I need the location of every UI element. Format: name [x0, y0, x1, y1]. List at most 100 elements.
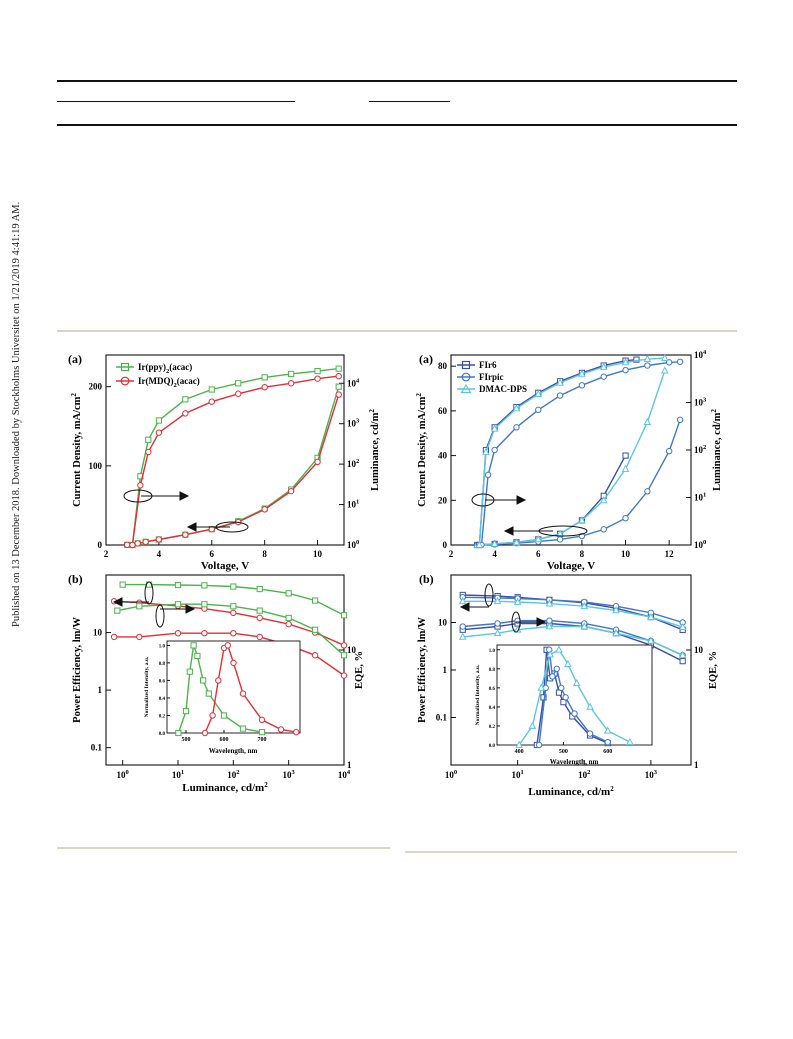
- tick-label: 2: [449, 549, 454, 559]
- tick-label: 8: [580, 549, 585, 559]
- tick-label: 400: [515, 749, 524, 755]
- right-a-axis-indicators: [471, 493, 588, 537]
- data-point-square: [335, 383, 342, 390]
- series-line-power-efficiency: [462, 596, 683, 624]
- tick-label: 100: [694, 539, 706, 550]
- tick-label: 80: [438, 361, 448, 371]
- data-point-circle: [230, 609, 237, 617]
- legend-marker-circle-icon: [461, 372, 471, 382]
- data-point-circle: [110, 633, 118, 641]
- left-a-frame: [105, 354, 345, 546]
- data-point-circle: [484, 471, 492, 479]
- legend-marker-square-icon: [461, 360, 471, 370]
- data-point-square: [155, 417, 162, 424]
- data-point-square: [340, 612, 348, 619]
- data-point-circle: [513, 424, 520, 431]
- data-point-circle: [586, 730, 594, 737]
- data-point-square: [174, 581, 182, 589]
- ellipse-axis-indicator-icon: [155, 604, 165, 628]
- tick-label: 101: [694, 492, 706, 503]
- tick-label: 103: [283, 769, 296, 780]
- data-point-triangle: [599, 362, 608, 370]
- data-point-square: [182, 707, 190, 715]
- data-point-circle: [142, 538, 149, 546]
- data-point-triangle: [555, 645, 563, 653]
- data-point-triangle: [537, 683, 546, 691]
- data-point-square: [201, 601, 208, 608]
- tick-label: 60: [438, 406, 448, 416]
- tick-label: 101: [347, 499, 359, 510]
- data-point-circle: [136, 633, 143, 641]
- right-b-ylabel: Power Efficiency, lm/W: [417, 617, 428, 723]
- tick-label: 1: [98, 685, 103, 695]
- data-point-circle: [535, 741, 543, 749]
- data-point-triangle: [458, 597, 467, 605]
- data-point-circle: [622, 514, 629, 522]
- arrow-right-icon: [536, 617, 547, 627]
- tick-label: 102: [227, 769, 239, 780]
- data-point-circle: [287, 487, 295, 495]
- left-b-ylabel: Power Efficiency, lm/W: [72, 617, 83, 723]
- tick-label: 500: [182, 737, 191, 743]
- data-point-circle: [145, 448, 152, 456]
- data-point-triangle: [643, 354, 652, 362]
- data-point-triangle: [678, 622, 687, 631]
- data-point-triangle: [534, 389, 543, 398]
- data-point-triangle: [578, 369, 586, 377]
- left-a-axis-indicators: [123, 489, 249, 533]
- data-point-square: [175, 729, 182, 737]
- data-point-circle: [285, 620, 292, 628]
- tick-label: 104: [347, 377, 360, 388]
- data-point-triangle: [580, 622, 589, 630]
- tick-label: 0: [98, 540, 103, 550]
- data-point-triangle: [647, 636, 655, 644]
- data-point-circle: [208, 398, 215, 405]
- data-point-triangle: [512, 404, 521, 412]
- data-point-triangle: [599, 496, 608, 504]
- data-point-circle: [235, 390, 242, 397]
- data-point-circle: [256, 633, 263, 641]
- series-line-current: [477, 370, 666, 546]
- left-a-y2label: Luminance, cd/m2: [368, 409, 381, 491]
- right-b-y2label: EQE, %: [708, 651, 719, 689]
- legend-marker-square-icon: [120, 362, 130, 372]
- data-point-square: [200, 677, 207, 684]
- data-point-square: [230, 583, 237, 590]
- data-point-circle: [644, 362, 651, 369]
- data-point-circle: [201, 629, 208, 637]
- header-rule-mid-short: [369, 101, 450, 103]
- left-a-xlabel: Voltage, V: [201, 560, 249, 572]
- right-a-y2label: Luminance, cd/m2: [710, 409, 723, 491]
- data-point-triangle: [572, 678, 581, 686]
- right-panel-a: (a) 2 4 6 8 10 12 0 20 40 60 80 100 101 102 103 104 Vol…: [415, 349, 723, 572]
- data-point-square: [220, 712, 228, 719]
- tick-label: 1: [694, 760, 699, 770]
- data-point-triangle: [556, 378, 564, 386]
- tick-label: 102: [578, 769, 590, 780]
- right-inset-xlabel: Wavelength, nm: [550, 758, 599, 766]
- left-b-inset: 500 600 700 0.0 0.2 0.4 0.6 0.8 1.0 Wavelength, …: [144, 640, 301, 755]
- data-point-square: [235, 380, 242, 387]
- tick-label: 12: [665, 549, 675, 559]
- tick-label: 500: [559, 749, 568, 755]
- data-point-circle: [491, 446, 498, 454]
- ellipse-axis-indicator-icon: [144, 581, 154, 605]
- data-point-square: [208, 386, 215, 393]
- tick-label: 0: [443, 540, 448, 550]
- header-rule-top: [57, 80, 737, 82]
- tick-label: 103: [645, 769, 658, 780]
- left-a-legend: Ir(ppy)2(acac) Ir(MDQ)2(acac): [116, 362, 200, 389]
- tick-label: 0.8: [159, 662, 166, 667]
- spectrum-line: [204, 644, 297, 734]
- data-point-circle: [215, 677, 222, 684]
- left-b-frame: [105, 574, 345, 766]
- data-point-triangle: [564, 659, 572, 667]
- data-point-circle: [239, 690, 247, 697]
- data-point-triangle: [545, 622, 554, 630]
- tick-label: 0.2: [159, 714, 166, 719]
- data-point-circle: [174, 629, 182, 637]
- data-point-circle: [535, 406, 542, 414]
- tick-label: 0.4: [159, 697, 166, 702]
- tick-label: 10: [621, 549, 631, 559]
